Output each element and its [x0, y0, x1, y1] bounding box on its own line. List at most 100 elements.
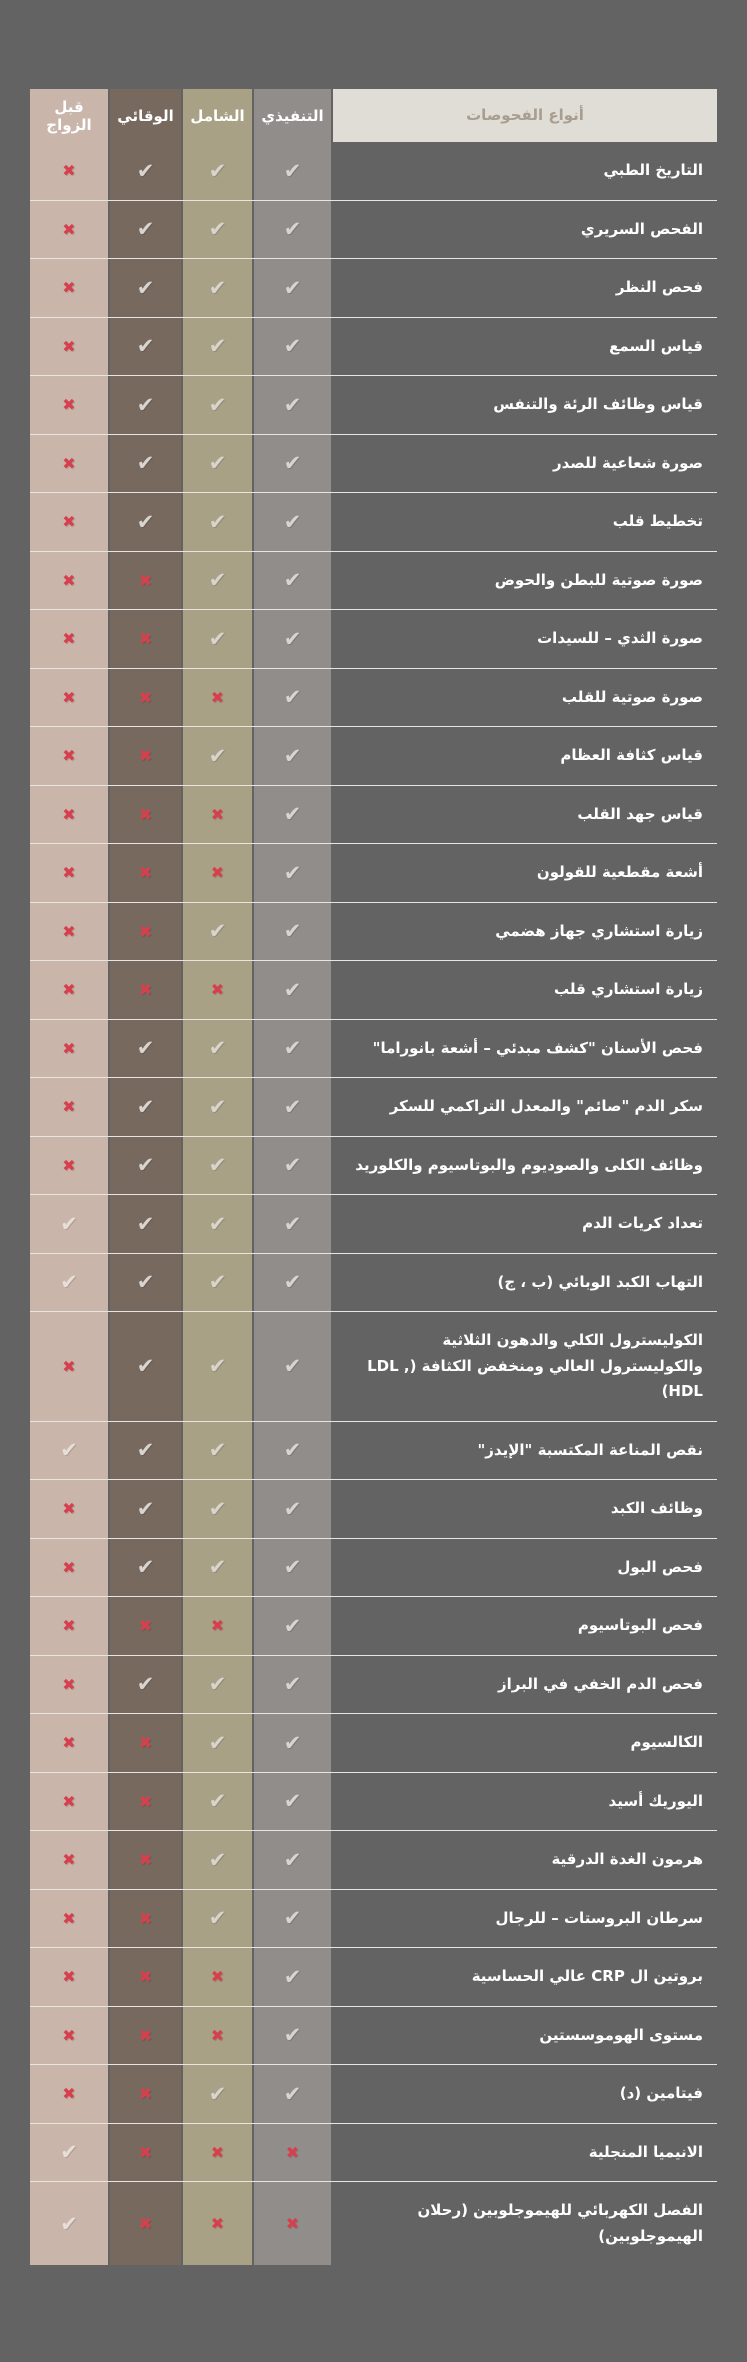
test-name: فحص الدم الخفي في البراز: [498, 1674, 703, 1693]
check-icon: ✔: [254, 142, 331, 200]
cross-icon: ✖: [30, 1714, 108, 1772]
check-icon: ✔: [254, 259, 331, 317]
cross-icon: ✖: [30, 1136, 108, 1194]
check-icon: ✔: [254, 1019, 331, 1077]
check-icon: ✔: [183, 1831, 252, 1889]
column-header-tests: أنواع الفحوصات: [333, 89, 717, 142]
test-name: صورة الثدي – للسيدات: [537, 629, 703, 647]
table-row: بروتين ال CRP عالي الحساسية ✔ ✖ ✖ ✖: [30, 1948, 717, 2007]
cross-icon: ✖: [110, 1948, 181, 2006]
check-icon: ✔: [183, 610, 252, 668]
check-icon: ✔: [183, 551, 252, 609]
cross-icon: ✖: [30, 551, 108, 609]
check-icon: ✔: [183, 902, 252, 960]
table-row: صورة صوتية للبطن والحوض ✔ ✔ ✖ ✖: [30, 551, 717, 610]
table-row: فحص البوتاسيوم ✔ ✖ ✖ ✖: [30, 1597, 717, 1656]
cross-icon: ✖: [30, 610, 108, 668]
table-row: زيارة استشاري قلب ✔ ✖ ✖ ✖: [30, 961, 717, 1020]
table-row: الكالسيوم ✔ ✔ ✖ ✖: [30, 1714, 717, 1773]
check-icon: ✔: [254, 376, 331, 434]
check-icon: ✔: [183, 2065, 252, 2123]
cross-icon: ✖: [110, 1889, 181, 1947]
table-row: نقص المناعة المكتسبة "الإيدز" ✔ ✔ ✔ ✔: [30, 1421, 717, 1480]
check-icon: ✔: [254, 434, 331, 492]
cross-icon: ✖: [183, 1948, 252, 2006]
check-icon: ✔: [183, 200, 252, 258]
check-icon: ✔: [254, 902, 331, 960]
table-row: صورة شعاعية للصدر ✔ ✔ ✔ ✖: [30, 434, 717, 493]
check-icon: ✔: [254, 1714, 331, 1772]
cross-icon: ✖: [30, 1480, 108, 1538]
test-name: التاريخ الطبي: [603, 161, 703, 179]
check-icon: ✔: [254, 317, 331, 375]
check-icon: ✔: [183, 1136, 252, 1194]
check-icon: ✔: [254, 610, 331, 668]
table-row: وظائف الكلى والصوديوم والبوتاسيوم والكلو…: [30, 1136, 717, 1195]
test-name: بروتين ال CRP عالي الحساسية: [471, 1967, 703, 1985]
check-icon: ✔: [254, 1136, 331, 1194]
check-icon: ✔: [183, 1538, 252, 1596]
check-icon: ✔: [254, 551, 331, 609]
check-icon: ✔: [254, 668, 331, 726]
cross-icon: ✖: [30, 1538, 108, 1596]
check-icon: ✔: [110, 1421, 181, 1479]
table-row: صورة صوتية للقلب ✔ ✖ ✖ ✖: [30, 668, 717, 727]
test-name: سكر الدم "صائم" والمعدل التراكمي للسكر: [389, 1097, 703, 1115]
check-icon: ✔: [183, 259, 252, 317]
table-row: فحص النظر ✔ ✔ ✔ ✖: [30, 259, 717, 318]
test-name: التهاب الكبد الوبائي (ب ، ج): [497, 1272, 703, 1291]
cross-icon: ✖: [110, 2065, 181, 2123]
column-header-executive: التنفيذي: [254, 89, 331, 142]
cross-icon: ✖: [183, 668, 252, 726]
check-icon: ✔: [110, 1253, 181, 1311]
table-row: الفحص السريري ✔ ✔ ✔ ✖: [30, 200, 717, 259]
cross-icon: ✖: [30, 2065, 108, 2123]
table-row: أشعة مقطعية للقولون ✔ ✖ ✖ ✖: [30, 844, 717, 903]
check-icon: ✔: [110, 259, 181, 317]
check-icon: ✔: [254, 1312, 331, 1421]
table-row: اليوريك أسيد ✔ ✔ ✖ ✖: [30, 1772, 717, 1831]
check-icon: ✔: [110, 1195, 181, 1253]
check-icon: ✔: [254, 1772, 331, 1830]
table-row: قياس جهد القلب ✔ ✖ ✖ ✖: [30, 785, 717, 844]
test-name: تعداد كريات الدم: [582, 1214, 703, 1232]
cross-icon: ✖: [30, 142, 108, 200]
test-name: صورة شعاعية للصدر: [553, 453, 703, 472]
test-name: قياس وظائف الرئة والتنفس: [493, 395, 703, 413]
check-icon: ✔: [254, 1480, 331, 1538]
check-icon: ✔: [110, 1538, 181, 1596]
test-name: نقص المناعة المكتسبة "الإيدز": [477, 1440, 703, 1459]
check-icon: ✔: [110, 1136, 181, 1194]
test-name: الكالسيوم: [630, 1733, 703, 1751]
check-icon: ✔: [110, 434, 181, 492]
cross-icon: ✖: [30, 259, 108, 317]
table-row: فحص البول ✔ ✔ ✔ ✖: [30, 1538, 717, 1597]
cross-icon: ✖: [30, 727, 108, 785]
table-body: التاريخ الطبي ✔ ✔ ✔ ✖ الفحص السريري ✔ ✔ ✔ ✖ فحص ال…: [30, 142, 717, 2265]
test-name: صورة صوتية للقلب: [561, 687, 703, 706]
table-row: التهاب الكبد الوبائي (ب ، ج) ✔ ✔ ✔ ✔: [30, 1253, 717, 1312]
test-name: فحص الأسنان "كشف مبدئي – أشعة بانوراما": [372, 1038, 703, 1057]
test-name: اليوريك أسيد: [608, 1791, 703, 1810]
check-icon: ✔: [183, 317, 252, 375]
table-row: صورة الثدي – للسيدات ✔ ✔ ✖ ✖: [30, 610, 717, 669]
check-icon: ✔: [30, 2123, 108, 2181]
cross-icon: ✖: [110, 1772, 181, 1830]
check-icon: ✔: [254, 961, 331, 1019]
cross-icon: ✖: [30, 376, 108, 434]
check-icon: ✔: [110, 1019, 181, 1077]
checkup-comparison-table: أنواع الفحوصات التنفيذي الشامل الوقائي ق…: [30, 89, 717, 2265]
table-row: الانيميا المنجلية ✖ ✖ ✖ ✔: [30, 2123, 717, 2182]
cross-icon: ✖: [110, 1597, 181, 1655]
cross-icon: ✖: [30, 200, 108, 258]
check-icon: ✔: [254, 1831, 331, 1889]
test-name: هرمون الغدة الدرقية: [551, 1850, 703, 1868]
check-icon: ✔: [254, 1078, 331, 1136]
check-icon: ✔: [183, 376, 252, 434]
table-row: فحص الدم الخفي في البراز ✔ ✔ ✔ ✖: [30, 1655, 717, 1714]
cross-icon: ✖: [254, 2182, 331, 2265]
check-icon: ✔: [110, 317, 181, 375]
check-icon: ✔: [254, 1421, 331, 1479]
cross-icon: ✖: [110, 2006, 181, 2064]
check-icon: ✔: [183, 1019, 252, 1077]
